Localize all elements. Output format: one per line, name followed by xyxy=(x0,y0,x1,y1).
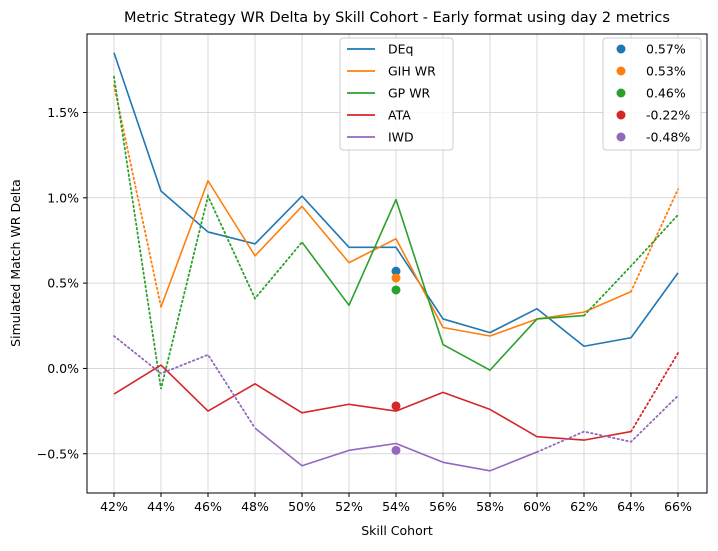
summary-point xyxy=(391,273,401,283)
legend-series-label: IWD xyxy=(388,130,414,145)
x-axis-ticks: 42% 44% 46% 48% 50% 52% 54% 56% 58% 60% 62% 64% 66% xyxy=(100,493,692,514)
legend-summary-points: 0.57% 0.53% 0.46% -0.22% -0.48% xyxy=(602,37,702,151)
series-ata-line xyxy=(113,364,632,441)
x-tick-label: 66% xyxy=(664,499,692,514)
plot-frame xyxy=(86,33,708,494)
legend-point-label: 0.46% xyxy=(646,86,686,101)
legend-series-label: GIH WR xyxy=(388,64,436,79)
chart-title: Metric Strategy WR Delta by Skill Cohort… xyxy=(124,10,670,26)
legend-point-marker xyxy=(616,44,626,54)
series-iwd-line xyxy=(254,427,538,472)
x-tick-label: 48% xyxy=(241,499,269,514)
x-tick-label: 42% xyxy=(100,499,128,514)
summary-point xyxy=(391,445,401,455)
legend-point-marker xyxy=(616,66,626,76)
x-tick-label: 54% xyxy=(382,499,410,514)
legend-series: DEq GIH WR GP WR ATA IWD xyxy=(339,37,454,151)
y-tick-label: 1.0% xyxy=(47,190,79,205)
x-tick-label: 56% xyxy=(429,499,457,514)
summary-point xyxy=(391,401,401,411)
x-tick-label: 46% xyxy=(194,499,222,514)
y-tick-label: −0.5% xyxy=(37,446,79,461)
summary-point xyxy=(391,266,401,276)
legend-points-box xyxy=(602,37,702,151)
x-tick-label: 58% xyxy=(476,499,504,514)
legend-point-label: -0.22% xyxy=(646,108,690,123)
legend-series-label: GP WR xyxy=(388,86,431,101)
x-tick-label: 60% xyxy=(523,499,551,514)
series-lines xyxy=(113,52,679,472)
series-gp-wr-dotted-line xyxy=(583,213,679,317)
series-gih-wr-line xyxy=(160,179,632,337)
series-iwd-dotted-line xyxy=(536,394,679,453)
legend-point-marker xyxy=(616,88,626,98)
y-tick-label: 1.5% xyxy=(47,105,79,120)
legend-point-label: 0.57% xyxy=(646,42,686,57)
series-gih-wr-dotted-line xyxy=(113,84,162,308)
legend-point-label: 0.53% xyxy=(646,64,686,79)
series-gp-wr-line xyxy=(301,198,585,371)
series-deq-line xyxy=(113,52,679,348)
y-tick-label: 0.0% xyxy=(47,361,79,376)
legend-series-box xyxy=(339,37,454,151)
summary-points xyxy=(391,266,401,455)
x-tick-label: 44% xyxy=(147,499,175,514)
legend-point-label: -0.48% xyxy=(646,130,690,145)
legend-point-marker xyxy=(616,110,626,120)
legend-point-marker xyxy=(616,132,626,142)
x-tick-label: 52% xyxy=(335,499,363,514)
summary-point xyxy=(391,285,401,295)
series-ata-dotted-line xyxy=(630,352,679,433)
y-axis-label: Simulated Match WR Delta xyxy=(8,179,23,347)
y-tick-label: 0.5% xyxy=(47,276,79,291)
legend-series-label: ATA xyxy=(388,108,411,123)
x-tick-label: 62% xyxy=(570,499,598,514)
series-iwd-dotted-line xyxy=(113,335,256,430)
y-axis-ticks: −0.5% 0.0% 0.5% 1.0% 1.5% xyxy=(37,105,87,461)
series-gp-wr-dotted-line xyxy=(113,75,303,390)
x-tick-label: 50% xyxy=(288,499,316,514)
x-tick-label: 64% xyxy=(617,499,645,514)
x-axis-label: Skill Cohort xyxy=(361,523,433,538)
legend-series-label: DEq xyxy=(388,42,413,57)
